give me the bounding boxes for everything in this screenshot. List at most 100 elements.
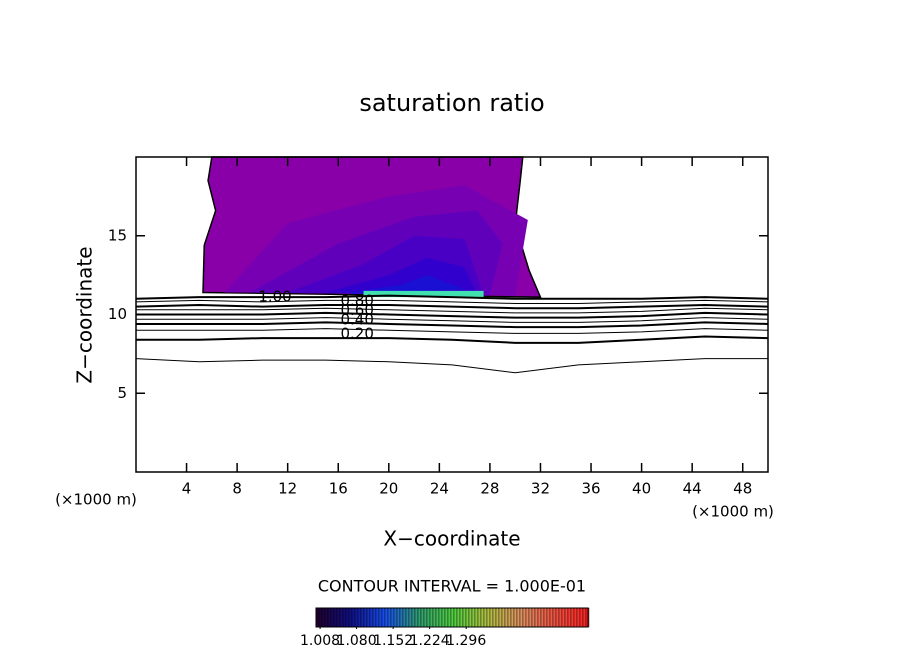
colorbar-stripe xyxy=(534,607,539,628)
colorbar-stripe xyxy=(342,607,347,628)
colorbar-stripe xyxy=(420,607,425,628)
colorbar-stripe xyxy=(381,607,386,628)
colorbar-stripe xyxy=(555,607,560,628)
colorbar-stripe xyxy=(423,607,428,628)
colorbar-stripe xyxy=(459,607,464,628)
x-unit-left: (×1000 m) xyxy=(55,491,137,509)
y-tick-label: 5 xyxy=(117,384,127,402)
filled-region xyxy=(350,275,465,295)
y-tick-label: 10 xyxy=(108,305,127,323)
colorbar-stripe xyxy=(513,607,518,628)
colorbar-stripe xyxy=(510,607,515,628)
colorbar-stripe xyxy=(378,607,383,628)
x-axis-label: X−coordinate xyxy=(383,527,520,551)
colorbar-stripe xyxy=(537,607,542,628)
colorbar-stripe xyxy=(390,607,395,628)
colorbar-frame xyxy=(315,607,589,628)
x-tick-label: 24 xyxy=(430,480,449,498)
contour-interval: CONTOUR INTERVAL = 1.000E-01 xyxy=(318,577,586,596)
colorbar-stripe xyxy=(492,607,497,628)
colorbar-tick-label: 1.296 xyxy=(446,633,486,649)
colorbar-stripe xyxy=(564,607,569,628)
colorbar-stripe xyxy=(348,607,353,628)
contour-line xyxy=(136,307,769,314)
colorbar-stripe xyxy=(531,607,536,628)
colorbar-stripe xyxy=(402,607,407,628)
colorbar-stripe xyxy=(495,607,500,628)
colorbar-stripe xyxy=(570,607,575,628)
colorbar-tick-label: 1.152 xyxy=(373,633,413,649)
colorbar-stripe xyxy=(408,607,413,628)
colorbar-stripe xyxy=(324,607,329,628)
colorbar-tick-label: 1.224 xyxy=(410,633,450,649)
x-tick-label: 16 xyxy=(329,480,348,498)
colorbar-stripe xyxy=(528,607,533,628)
x-tick-label: 4 xyxy=(182,480,192,498)
colorbar-stripe xyxy=(357,607,362,628)
colorbar-stripe xyxy=(441,607,446,628)
contour-line xyxy=(136,335,769,344)
colorbar-stripe xyxy=(375,607,380,628)
colorbar-stripe xyxy=(489,607,494,628)
colorbar-stripe xyxy=(333,607,338,628)
colorbar-stripe xyxy=(573,607,578,628)
colorbar-stripe xyxy=(501,607,506,628)
x-unit-right: (×1000 m) xyxy=(692,503,774,521)
x-tick-label: 32 xyxy=(531,480,550,498)
colorbar-stripe xyxy=(393,607,398,628)
colorbar-stripe xyxy=(432,607,437,628)
colorbar-stripe xyxy=(426,607,431,628)
x-tick-label: 20 xyxy=(379,480,398,498)
x-tick-label: 36 xyxy=(581,480,600,498)
colorbar-stripe xyxy=(330,607,335,628)
contour-line xyxy=(136,317,769,323)
contour-line xyxy=(135,299,769,304)
colorbar-stripe xyxy=(351,607,356,628)
contour-label: 1.00 xyxy=(258,288,291,306)
colorbar-stripe xyxy=(579,607,584,628)
y-axis-label: Z−coordinate xyxy=(73,246,97,383)
colorbar-tick-label: 1.008 xyxy=(300,633,340,649)
colorbar-stripe xyxy=(417,607,422,628)
colorbar-stripe xyxy=(456,607,461,628)
colorbar-stripe xyxy=(567,607,572,628)
colorbar-stripe xyxy=(366,607,371,628)
colorbar-stripe xyxy=(369,607,374,628)
colorbar-stripe xyxy=(345,607,350,628)
colorbar-stripe xyxy=(519,607,524,628)
colorbar-stripe xyxy=(582,607,587,628)
colorbar-stripe xyxy=(372,607,377,628)
colorbar-stripe xyxy=(411,607,416,628)
colorbar-stripe xyxy=(543,607,548,628)
x-tick-label: 12 xyxy=(278,480,297,498)
colorbar-stripe xyxy=(549,607,554,628)
colorbar-stripe xyxy=(339,607,344,628)
colorbar-stripe xyxy=(516,607,521,628)
x-tick-label: 40 xyxy=(632,480,651,498)
x-tick-label: 48 xyxy=(733,480,752,498)
colorbar-stripe xyxy=(552,607,557,628)
colorbar-stripe xyxy=(471,607,476,628)
contour-label: 0.40 xyxy=(340,310,373,328)
colorbar-stripe xyxy=(444,607,449,628)
contour-line xyxy=(136,328,769,334)
colorbar-stripe xyxy=(561,607,566,628)
colorbar-stripe xyxy=(498,607,503,628)
colorbar-stripe xyxy=(354,607,359,628)
contour-line xyxy=(135,294,769,300)
colorbar-stripe xyxy=(525,607,530,628)
colorbar-tick-label: 1.080 xyxy=(337,633,377,649)
colorbar-stripe xyxy=(327,607,332,628)
contour-line xyxy=(135,358,768,374)
colorbar-stripe xyxy=(558,607,563,628)
colorbar-stripe xyxy=(546,607,551,628)
colorbar-stripe xyxy=(399,607,404,628)
colorbar-stripe xyxy=(453,607,458,628)
colorbar-stripe xyxy=(486,607,491,628)
colorbar-stripe xyxy=(336,607,341,628)
colorbar-stripe xyxy=(447,607,452,628)
x-tick-label: 44 xyxy=(683,480,702,498)
colorbar-stripe xyxy=(507,607,512,628)
